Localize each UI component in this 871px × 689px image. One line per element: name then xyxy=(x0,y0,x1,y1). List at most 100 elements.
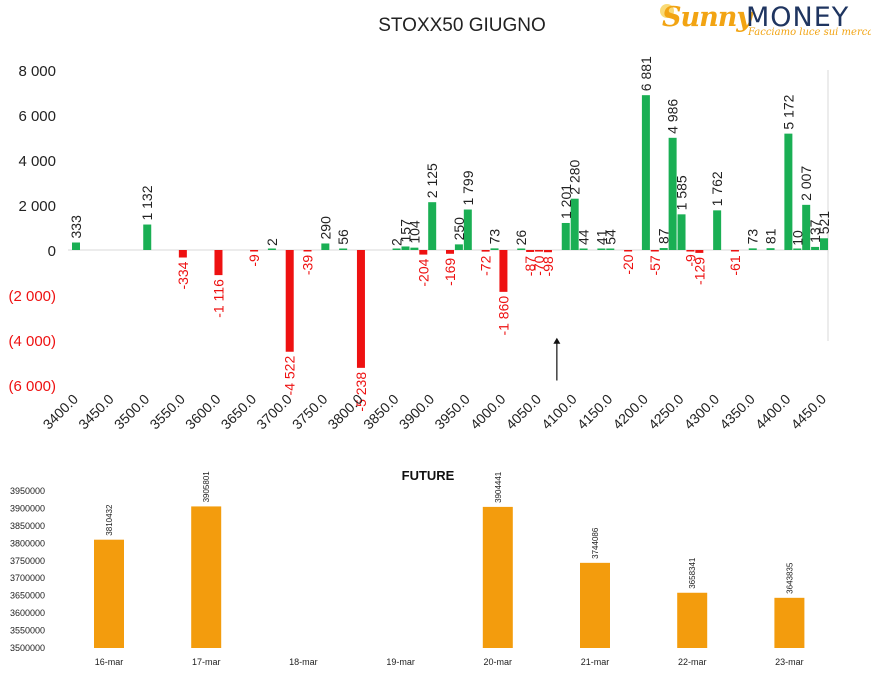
annotation-arrow-head xyxy=(553,337,561,344)
bar xyxy=(72,242,80,250)
bottom-chart-title: FUTURE xyxy=(402,468,455,483)
bar-value-label: 104 xyxy=(406,220,422,244)
bar xyxy=(446,250,454,254)
y-tick-label: 3550000 xyxy=(10,626,45,636)
bar-value-label: -5 238 xyxy=(353,372,369,412)
bar-value-label: 81 xyxy=(763,228,779,244)
y-tick-label: 8 000 xyxy=(18,63,56,80)
x-tick-label: 4000.0 xyxy=(467,391,509,433)
bar-value-label: 87 xyxy=(656,228,672,244)
bar-value-label: -129 xyxy=(691,257,707,285)
bar xyxy=(774,597,805,648)
bar xyxy=(677,592,708,648)
x-tick-label: 3400.0 xyxy=(40,391,82,433)
bar xyxy=(267,248,276,250)
y-tick-label: (4 000) xyxy=(8,333,56,350)
bar-value-label: 73 xyxy=(745,229,761,245)
bar xyxy=(535,250,544,252)
y-tick-label: 6 000 xyxy=(18,108,56,125)
x-tick-label: 4350.0 xyxy=(716,391,758,433)
bar xyxy=(94,539,124,648)
x-tick-label: 20-mar xyxy=(484,657,513,667)
bar xyxy=(802,204,811,250)
bar xyxy=(410,247,419,250)
bar xyxy=(543,250,552,253)
x-tick-label: 21-mar xyxy=(581,657,610,667)
bar xyxy=(659,248,668,250)
bar xyxy=(606,248,615,250)
logo-money-text: MONEY xyxy=(746,2,850,33)
x-tick-label: 23-mar xyxy=(775,657,804,667)
bar xyxy=(580,562,610,648)
bar xyxy=(570,198,579,250)
bar xyxy=(490,248,499,250)
bar-value-label: 6 881 xyxy=(638,56,654,91)
bar xyxy=(713,210,722,250)
y-tick-label: (6 000) xyxy=(8,378,56,395)
y-tick-label: 2 000 xyxy=(18,198,56,215)
bar xyxy=(784,133,793,250)
bar-value-label: 3643835 xyxy=(785,562,794,594)
bottom-bars xyxy=(94,506,805,648)
bar-value-label: 1 132 xyxy=(139,185,155,220)
bar xyxy=(730,250,739,252)
bar xyxy=(499,250,508,292)
bar-value-label: 10 xyxy=(789,230,805,246)
x-tick-label: 18-mar xyxy=(289,657,318,667)
bar-value-label: 26 xyxy=(513,230,529,246)
top-chart-title: STOXX50 GIUGNO xyxy=(378,15,546,36)
x-tick-label: 3950.0 xyxy=(431,391,473,433)
bar xyxy=(766,248,775,250)
bar-value-label: 250 xyxy=(451,217,467,241)
bar-value-label: 73 xyxy=(487,229,503,245)
sun-icon xyxy=(660,4,674,18)
bar-value-label: -1 860 xyxy=(495,296,511,336)
bar-value-label: 3904441 xyxy=(494,471,503,503)
x-tick-label: 17-mar xyxy=(192,657,221,667)
logo-tagline: Facciamo luce sui mercati xyxy=(748,27,871,38)
bar-value-label: 56 xyxy=(335,229,351,245)
bar-value-label: 137 xyxy=(807,219,823,243)
bar-value-label: 333 xyxy=(68,215,84,239)
bar xyxy=(820,238,828,250)
bar-value-label: 290 xyxy=(317,216,333,240)
top-bars xyxy=(72,95,828,368)
y-tick-label: 3600000 xyxy=(10,608,45,618)
bar xyxy=(695,250,704,253)
x-tick-label: 22-mar xyxy=(678,657,707,667)
bar-value-label: 3905801 xyxy=(202,471,211,503)
x-tick-label: 3700.0 xyxy=(253,391,295,433)
logo-sunny-text: Sunny xyxy=(662,2,752,33)
bar xyxy=(454,244,463,250)
bar xyxy=(811,246,820,250)
bar-value-label: 3744086 xyxy=(591,527,600,559)
y-tick-label: 3850000 xyxy=(10,521,45,531)
bar xyxy=(303,250,312,252)
bar-value-label: -70 xyxy=(531,255,547,275)
x-tick-label: 3550.0 xyxy=(146,391,188,433)
bar-value-label: -4 522 xyxy=(282,356,298,396)
x-tick-label: 3650.0 xyxy=(218,391,260,433)
bar-value-label: 5 172 xyxy=(780,94,796,129)
bar-value-label: -204 xyxy=(415,258,431,286)
bar xyxy=(339,248,348,250)
bar-value-label: 157 xyxy=(397,219,413,243)
x-tick-label: 4050.0 xyxy=(503,391,545,433)
bar-value-label: 1 201 xyxy=(558,184,574,219)
bar xyxy=(285,250,294,352)
bar-value-label: 3658341 xyxy=(688,557,697,589)
top-annotation xyxy=(553,337,561,381)
bar-value-label: 2 280 xyxy=(567,159,583,194)
x-tick-label: 3450.0 xyxy=(75,391,117,433)
bar-value-label: -20 xyxy=(620,254,636,274)
top-y-axis: 8 000 6 000 4 000 2 000 0 (2 000) (4 000) (6 00… xyxy=(8,63,56,395)
bar-value-label: 2 xyxy=(264,238,280,246)
bar-value-label: 2 007 xyxy=(798,166,814,201)
x-tick-label: 3900.0 xyxy=(396,391,438,433)
x-tick-label: 19-mar xyxy=(386,657,415,667)
bar xyxy=(482,506,513,648)
x-tick-label: 4100.0 xyxy=(538,391,580,433)
bar-value-label: -9 xyxy=(246,254,262,267)
bar-value-label: -334 xyxy=(175,261,191,289)
